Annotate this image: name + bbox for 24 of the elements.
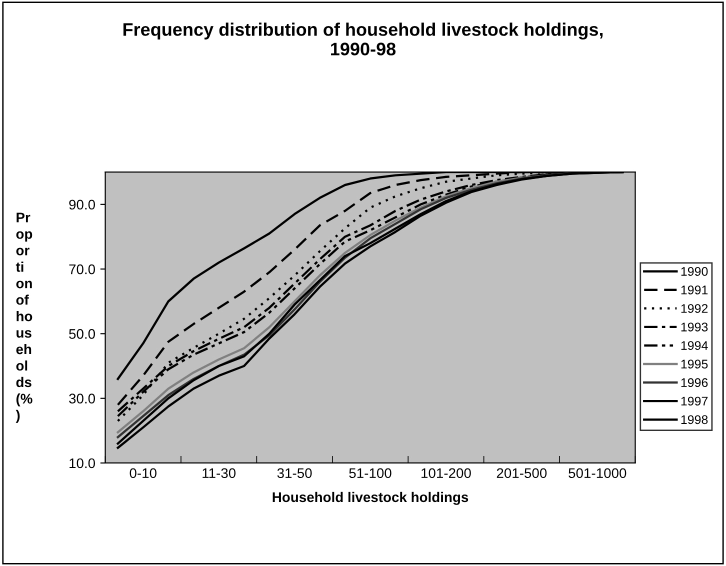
y-tick-label: 70.0: [69, 264, 96, 274]
text: Proportion of households (%): [16, 212, 32, 423]
y-tick-label: 90.0: [69, 200, 96, 210]
legend-label: 1998: [681, 415, 708, 424]
chart-title: Frequency distribution of household livestock holdings, 1990-98: [123, 22, 603, 56]
legend-label: 1995: [681, 360, 708, 368]
x-tick-label: 31-50: [277, 468, 312, 478]
legend-label: 1992: [681, 304, 708, 313]
x-tick-label: 101-200: [422, 468, 471, 478]
y-tick-label: 10.0: [70, 458, 96, 468]
legend-label: 1997: [681, 396, 708, 406]
y-tick-label: 50.0: [69, 329, 96, 339]
legend-label: 1993: [681, 322, 708, 332]
legend-label: 1991: [681, 286, 708, 294]
x-tick-label: 501-1000: [568, 468, 626, 478]
legend-label: 1994: [681, 341, 708, 350]
legend-label: 1996: [681, 378, 708, 388]
x-tick-label: 201-500: [496, 468, 547, 478]
x-tick-label: 11-30: [202, 468, 236, 478]
x-axis-title: Household livestock holdings: [272, 492, 468, 505]
legend-label: 1990: [681, 267, 708, 276]
x-tick-label: 51-100: [349, 468, 392, 478]
y-tick-label: 30.0: [69, 394, 96, 404]
x-tick-label: 0-10: [130, 468, 156, 478]
